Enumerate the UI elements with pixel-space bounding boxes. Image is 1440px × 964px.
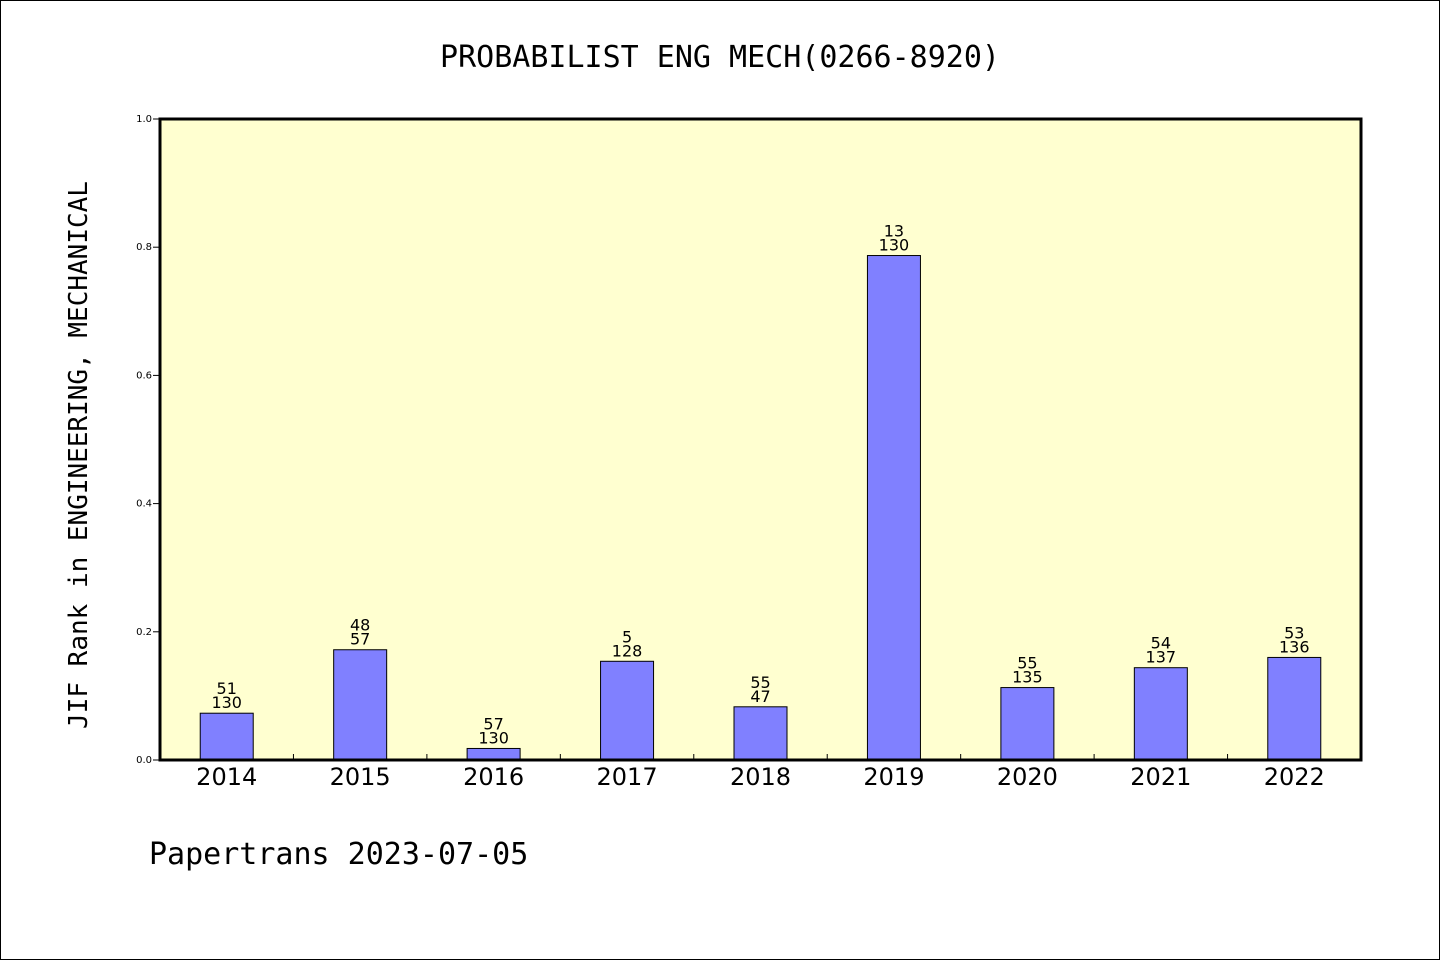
- bar-total-label: 130: [879, 236, 910, 255]
- x-tick-label: 2018: [730, 763, 791, 791]
- bar: [866, 255, 921, 761]
- y-tick-label: 0.4: [136, 499, 152, 510]
- bar-rank-label: 57: [483, 714, 503, 733]
- bar-total-label: 130: [478, 728, 509, 747]
- bar: [199, 712, 254, 761]
- bar-rank-label: 55: [750, 673, 770, 692]
- x-tick-label: 2015: [330, 763, 391, 791]
- bar: [600, 660, 655, 761]
- bar-total-label: 57: [350, 630, 370, 649]
- bar: [733, 706, 788, 761]
- bar-rank-label: 55: [1017, 654, 1037, 673]
- bar-rank-label: 53: [1284, 623, 1304, 642]
- bar: [1000, 687, 1055, 761]
- chart-title: PROBABILIST ENG MECH(0266-8920): [440, 40, 1000, 75]
- x-tick-label: 2019: [863, 763, 924, 791]
- y-axis: 0.0 0.2 0.4 0.6 0.8 1.0: [136, 114, 160, 766]
- y-tick-label: 0.8: [136, 242, 152, 253]
- bar-total-label: 128: [612, 641, 643, 660]
- x-tick-label: 2020: [997, 763, 1058, 791]
- bar-total-label: 136: [1279, 637, 1310, 656]
- bar: [333, 649, 388, 761]
- x-tick-label: 2014: [196, 763, 257, 791]
- bar-total-label: 47: [750, 687, 770, 706]
- plot-border: [158, 117, 1363, 762]
- bar-rank-label: 51: [217, 679, 237, 698]
- bar-total-label: 137: [1146, 648, 1177, 667]
- bar-total-label: 135: [1012, 668, 1043, 687]
- bar-rank-label: 54: [1151, 634, 1171, 653]
- y-tick-label: 0.6: [136, 370, 152, 381]
- bar-series: 5113048575713051285547131305513554137531…: [199, 222, 1322, 761]
- bar: [466, 747, 521, 761]
- x-tick-label: 2016: [463, 763, 524, 791]
- footer-credit: Papertrans 2023-07-05: [149, 837, 528, 872]
- bar-rank-label: 48: [350, 616, 370, 635]
- bar: [1133, 667, 1188, 761]
- bar-rank-label: 5: [622, 627, 632, 646]
- x-axis: 2014 2015 2016 2017 2018 2019 2020 2021 2022: [196, 754, 1325, 791]
- bar: [1267, 656, 1322, 761]
- y-tick-label: 1.0: [136, 114, 152, 125]
- y-axis-label: JIF Rank in ENGINEERING, MECHANICAL: [64, 181, 94, 729]
- bar-rank-label: 13: [884, 222, 904, 241]
- y-tick-label: 0.2: [136, 627, 152, 638]
- x-tick-label: 2022: [1264, 763, 1325, 791]
- x-tick-label: 2021: [1130, 763, 1191, 791]
- bar-total-label: 130: [211, 693, 242, 712]
- x-tick-label: 2017: [597, 763, 658, 791]
- y-tick-label: 0.0: [136, 755, 152, 766]
